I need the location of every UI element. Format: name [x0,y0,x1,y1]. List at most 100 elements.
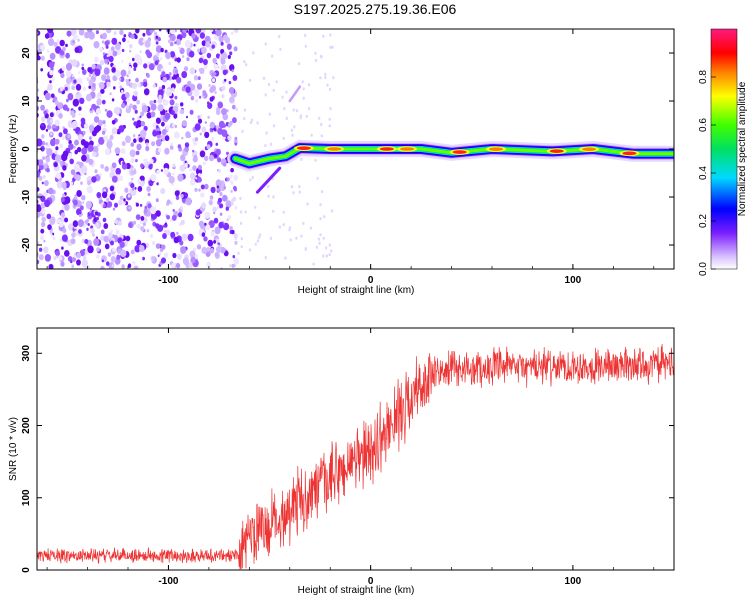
noise-speckle [185,86,191,93]
noise-speckle [59,39,65,47]
noise-speckle [88,124,95,132]
noise-speckle [225,200,232,209]
faint-speckle [329,106,332,111]
noise-speckle [41,208,46,215]
noise-speckle [120,69,127,77]
noise-speckle [170,29,175,35]
noise-speckle [38,247,43,252]
noise-speckle [111,67,116,73]
noise-speckle [122,161,126,165]
noise-speckle [192,149,195,153]
noise-speckle [156,130,160,135]
faint-speckle [239,210,243,214]
noise-speckle [169,51,176,58]
noise-speckle [130,167,137,175]
noise-speckle [192,165,197,172]
noise-speckle [37,138,43,147]
noise-speckle [77,134,83,141]
faint-speckle [295,236,298,240]
noise-speckle [201,246,208,254]
noise-speckle [217,102,223,109]
noise-speckle [139,50,142,54]
noise-speckle [169,41,174,47]
noise-speckle [40,104,45,111]
noise-speckle [180,246,187,254]
noise-speckle [114,42,121,51]
noise-speckle [76,208,82,216]
snr-series-line [37,343,674,570]
faint-speckle [248,78,252,82]
noise-speckle [62,126,65,130]
noise-speckle [106,197,110,202]
noise-speckle [47,83,53,91]
noise-speckle [111,98,115,102]
noise-speckle [198,188,201,192]
noise-speckle [162,99,165,102]
noise-speckle [77,71,81,75]
noise-speckle [133,138,137,143]
noise-speckle [234,142,238,146]
noise-speckle [204,155,209,162]
noise-speckle [130,142,135,147]
noise-speckle [172,172,175,176]
noise-speckle [108,262,115,269]
noise-speckle [149,233,153,238]
noise-speckle [215,29,222,37]
noise-speckle [118,82,121,85]
noise-speckle [52,236,56,241]
noise-speckle [223,124,227,128]
faint-speckle [302,96,305,100]
noise-speckle [70,181,74,186]
noise-speckle [119,195,124,201]
noise-speckle [206,247,211,252]
noise-speckle [192,138,196,142]
noise-speckle [41,181,44,185]
noise-speckle [220,58,226,65]
noise-speckle [155,52,160,57]
noise-speckle [114,147,121,155]
noise-speckle [79,97,85,105]
noise-speckle [181,136,184,140]
noise-speckle [60,212,66,218]
faint-speckle [314,51,317,55]
noise-speckle [234,240,238,245]
noise-speckle [92,145,99,154]
noise-speckle [211,44,215,49]
noise-speckle [215,109,221,116]
noise-speckle [106,29,109,32]
faint-speckle [292,108,295,112]
noise-speckle [91,130,97,137]
noise-speckle [82,69,87,75]
noise-speckle [75,83,82,91]
noise-speckle [229,174,233,179]
noise-region [37,29,335,269]
faint-speckle [240,237,243,241]
faint-speckle [319,203,322,207]
faint-speckle [316,176,319,180]
noise-speckle [160,188,166,195]
noise-speckle [221,85,226,91]
noise-speckle [172,163,176,168]
noise-speckle [229,264,232,268]
noise-speckle [160,76,164,81]
noise-speckle [146,51,153,59]
noise-speckle [90,228,95,234]
noise-speckle [96,216,99,221]
noise-speckle [213,217,219,224]
faint-speckle [272,88,275,92]
colorbar-tick-label: 0.0 [698,262,709,276]
noise-speckle [86,218,89,223]
faint-speckle [310,133,313,137]
noise-speckle [195,209,201,216]
noise-speckle [197,177,202,183]
noise-speckle [45,142,48,146]
noise-speckle [162,76,167,83]
noise-speckle [190,95,195,101]
faint-speckle [251,176,254,180]
top-y-tick-label: -20 [21,237,32,252]
noise-speckle [84,249,89,255]
noise-speckle [164,222,167,226]
noise-speckle [156,125,159,129]
noise-speckle [198,57,204,64]
faint-speckle [267,194,270,198]
